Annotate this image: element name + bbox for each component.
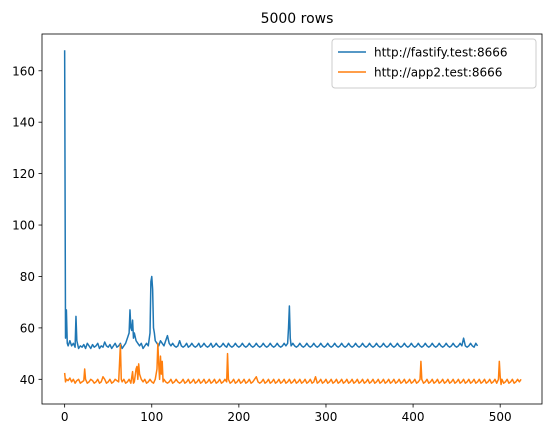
- y-tick-label: 140: [12, 116, 35, 130]
- series-layer: [63, 50, 522, 386]
- x-tick-label: 500: [489, 410, 512, 424]
- series-line-2: [63, 342, 522, 386]
- y-tick-label: 160: [12, 64, 35, 78]
- legend-label-2: http://app2.test:8666: [374, 66, 502, 80]
- x-tick-label: 300: [315, 410, 338, 424]
- y-tick-label: 100: [12, 219, 35, 233]
- x-tick-label: 200: [227, 410, 250, 424]
- plot-frame: [41, 33, 543, 405]
- y-tick-label: 40: [20, 373, 35, 387]
- y-tick-label: 80: [20, 270, 35, 284]
- legend-label-1: http://fastify.test:8666: [374, 46, 507, 60]
- x-tick-label: 400: [402, 410, 425, 424]
- y-tick-label: 60: [20, 321, 35, 335]
- legend: http://fastify.test:8666 http://app2.test…: [331, 38, 537, 89]
- chart-title: 5000 rows: [261, 11, 334, 27]
- x-tick-label: 100: [140, 410, 163, 424]
- series-line-1: [63, 50, 479, 350]
- y-tick-label: 120: [12, 167, 35, 181]
- x-tick-label: 0: [61, 410, 69, 424]
- axes-layer: 0 100 200 300 400 500 40 60 80 100 120 140 160: [12, 33, 543, 424]
- legend-box: [331, 38, 537, 89]
